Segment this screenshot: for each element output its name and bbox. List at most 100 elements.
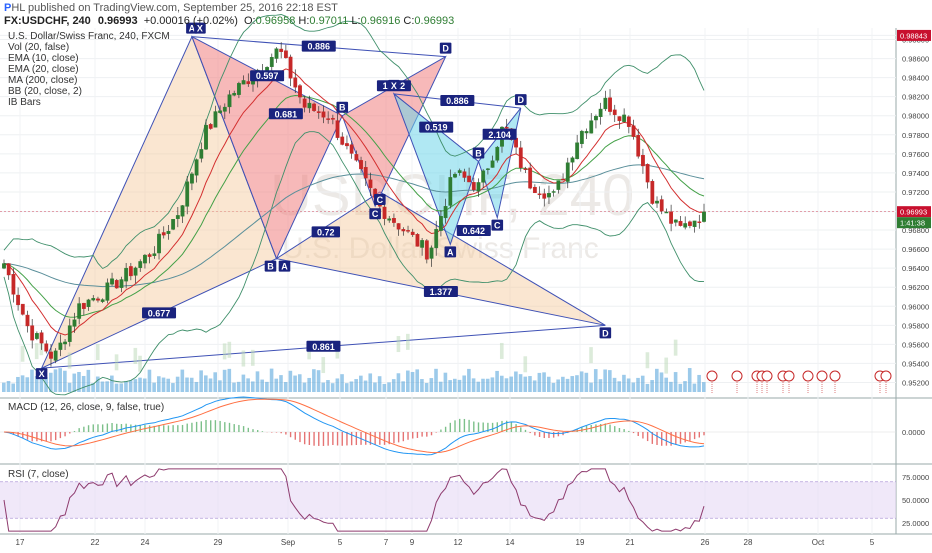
candle-body-49 <box>232 93 237 96</box>
countdown-tag-bg <box>897 217 931 229</box>
pattern3-point-D-bg <box>514 94 527 106</box>
candle-body-20 <box>96 298 100 301</box>
volume-bar-79 <box>373 382 377 392</box>
candle-body-100 <box>471 182 476 191</box>
candle-body-142 <box>669 211 674 224</box>
indicator-ema10[interactable]: EMA (10, close) <box>8 53 79 64</box>
candle-body-41 <box>194 159 199 176</box>
volume-bar-32 <box>152 382 156 392</box>
volume-bar-88 <box>415 369 420 392</box>
price-tick-18: 0.95400 <box>902 359 929 368</box>
candle-body-51 <box>241 80 246 85</box>
candle-body-92 <box>434 228 439 249</box>
candle-body-102 <box>481 170 486 183</box>
candle-body-137 <box>645 163 650 183</box>
volume-bar-47 <box>222 369 227 392</box>
candle-body-30 <box>143 254 147 264</box>
volume-spike-68 <box>321 357 326 374</box>
time-tick-6: 7 <box>384 538 389 547</box>
volume-bar-8 <box>39 376 44 392</box>
symbol-name[interactable]: FX:USDCHF, 240 <box>4 15 91 27</box>
time-axis: 17 22 24 29 Sep 5 7 9 12 14 19 21 26 28 Oct 5 <box>16 538 875 547</box>
volume-bar-5 <box>25 377 30 392</box>
volume-bar-33 <box>157 376 161 392</box>
rsi-tick-2: 25.0000 <box>902 519 929 528</box>
volume-bar-142 <box>669 381 673 392</box>
macd-zero-tick: 0.0000 <box>902 428 925 437</box>
pattern1-point-X: X <box>39 369 45 379</box>
price-tick-12: 0.96600 <box>902 245 929 254</box>
indicator-bb[interactable]: BB (20, close, 2) <box>8 86 82 97</box>
candle-body-27 <box>128 266 133 277</box>
pattern2-point-B-bg <box>336 101 349 113</box>
volume-bar-134 <box>631 382 636 392</box>
candle-body-144 <box>678 220 683 226</box>
volume-bar-53 <box>250 381 255 392</box>
volume-bar-143 <box>673 372 678 392</box>
volume-bar-4 <box>20 375 25 392</box>
time-tick-4: Sep <box>281 538 296 547</box>
candle-body-93 <box>439 215 443 231</box>
candle-body-44 <box>208 124 213 129</box>
volume-bar-141 <box>664 377 669 392</box>
volume-bar-30 <box>142 378 147 392</box>
volume-bar-118 <box>556 379 560 392</box>
main-pane-title[interactable]: U.S. Dollar/Swiss Franc, 240, FXCM <box>8 31 170 42</box>
pattern3-ratio-ac-bg <box>456 225 491 237</box>
indicator-ema20[interactable]: EMA (20, close) <box>8 64 79 75</box>
last-price: 0.96993 <box>97 15 138 27</box>
candle-body-72 <box>340 136 345 145</box>
volume-spike-111 <box>523 356 528 373</box>
harmonic-patterns <box>40 35 606 370</box>
macd-pane-title[interactable]: MACD (12, 26, close, 9, false, true) <box>8 402 165 413</box>
volume-bar-49 <box>232 382 236 392</box>
candle-body-64 <box>302 98 307 108</box>
pattern1-point-C-bg <box>374 193 386 205</box>
author-text: HL published on TradingView.com, Septemb… <box>11 2 338 14</box>
candle-body-21 <box>100 299 105 302</box>
volume-bar-104 <box>490 377 495 392</box>
indicator-vol[interactable]: Vol (20, false) <box>8 42 70 53</box>
event-markers <box>706 370 892 394</box>
pattern2-point-X-bg <box>194 22 206 34</box>
pattern2-point-C: C <box>372 209 379 219</box>
volume-bar-110 <box>518 374 523 392</box>
volume-bar-34 <box>161 377 166 392</box>
candle-body-105 <box>495 146 500 161</box>
candle-body-0 <box>2 263 6 269</box>
candle-body-73 <box>345 143 349 147</box>
volume-bar-100 <box>471 378 476 392</box>
indicator-ib-bars[interactable]: IB Bars <box>8 97 41 108</box>
volume-bar-68 <box>321 382 326 392</box>
volume-bar-0 <box>2 382 6 392</box>
indicator-ma200[interactable]: MA (200, close) <box>8 75 78 86</box>
candle-body-16 <box>77 303 82 319</box>
volume-bar-106 <box>499 375 504 392</box>
volume-bar-82 <box>387 382 391 392</box>
volume-bar-138 <box>650 380 654 392</box>
volume-bar-89 <box>420 379 424 392</box>
pattern2-ratio-ac-bg <box>311 226 341 238</box>
price-axis: 0.988000.986000.984000.982000.980000.978… <box>897 29 931 528</box>
candle-body-63 <box>298 85 302 98</box>
volume-bar-87 <box>410 371 415 392</box>
candle-body-22 <box>105 282 110 301</box>
volume-bar-67 <box>316 370 321 392</box>
time-tick-15: 5 <box>870 538 875 547</box>
pattern3-point-B: B <box>475 148 482 158</box>
pattern1-point-A: A <box>189 24 196 34</box>
main-pane-legend: U.S. Dollar/Swiss Franc, 240, FXCM Vol (… <box>8 31 170 108</box>
pattern1-point-X-bg <box>35 368 48 380</box>
volume-bar-2 <box>11 383 15 392</box>
pattern3-ratio-xb: 0.519 <box>425 123 448 133</box>
event-flag-8 <box>816 370 828 382</box>
volume-bar-37 <box>175 376 180 392</box>
volume-bar-116 <box>546 376 551 392</box>
bb-upper <box>3 14 705 270</box>
rsi-pane-title[interactable]: RSI (7, close) <box>8 469 69 480</box>
candle-body-104 <box>490 160 495 168</box>
volume-bar-126 <box>593 369 598 392</box>
volume-bar-46 <box>218 380 222 392</box>
volume-bar-129 <box>608 370 612 392</box>
